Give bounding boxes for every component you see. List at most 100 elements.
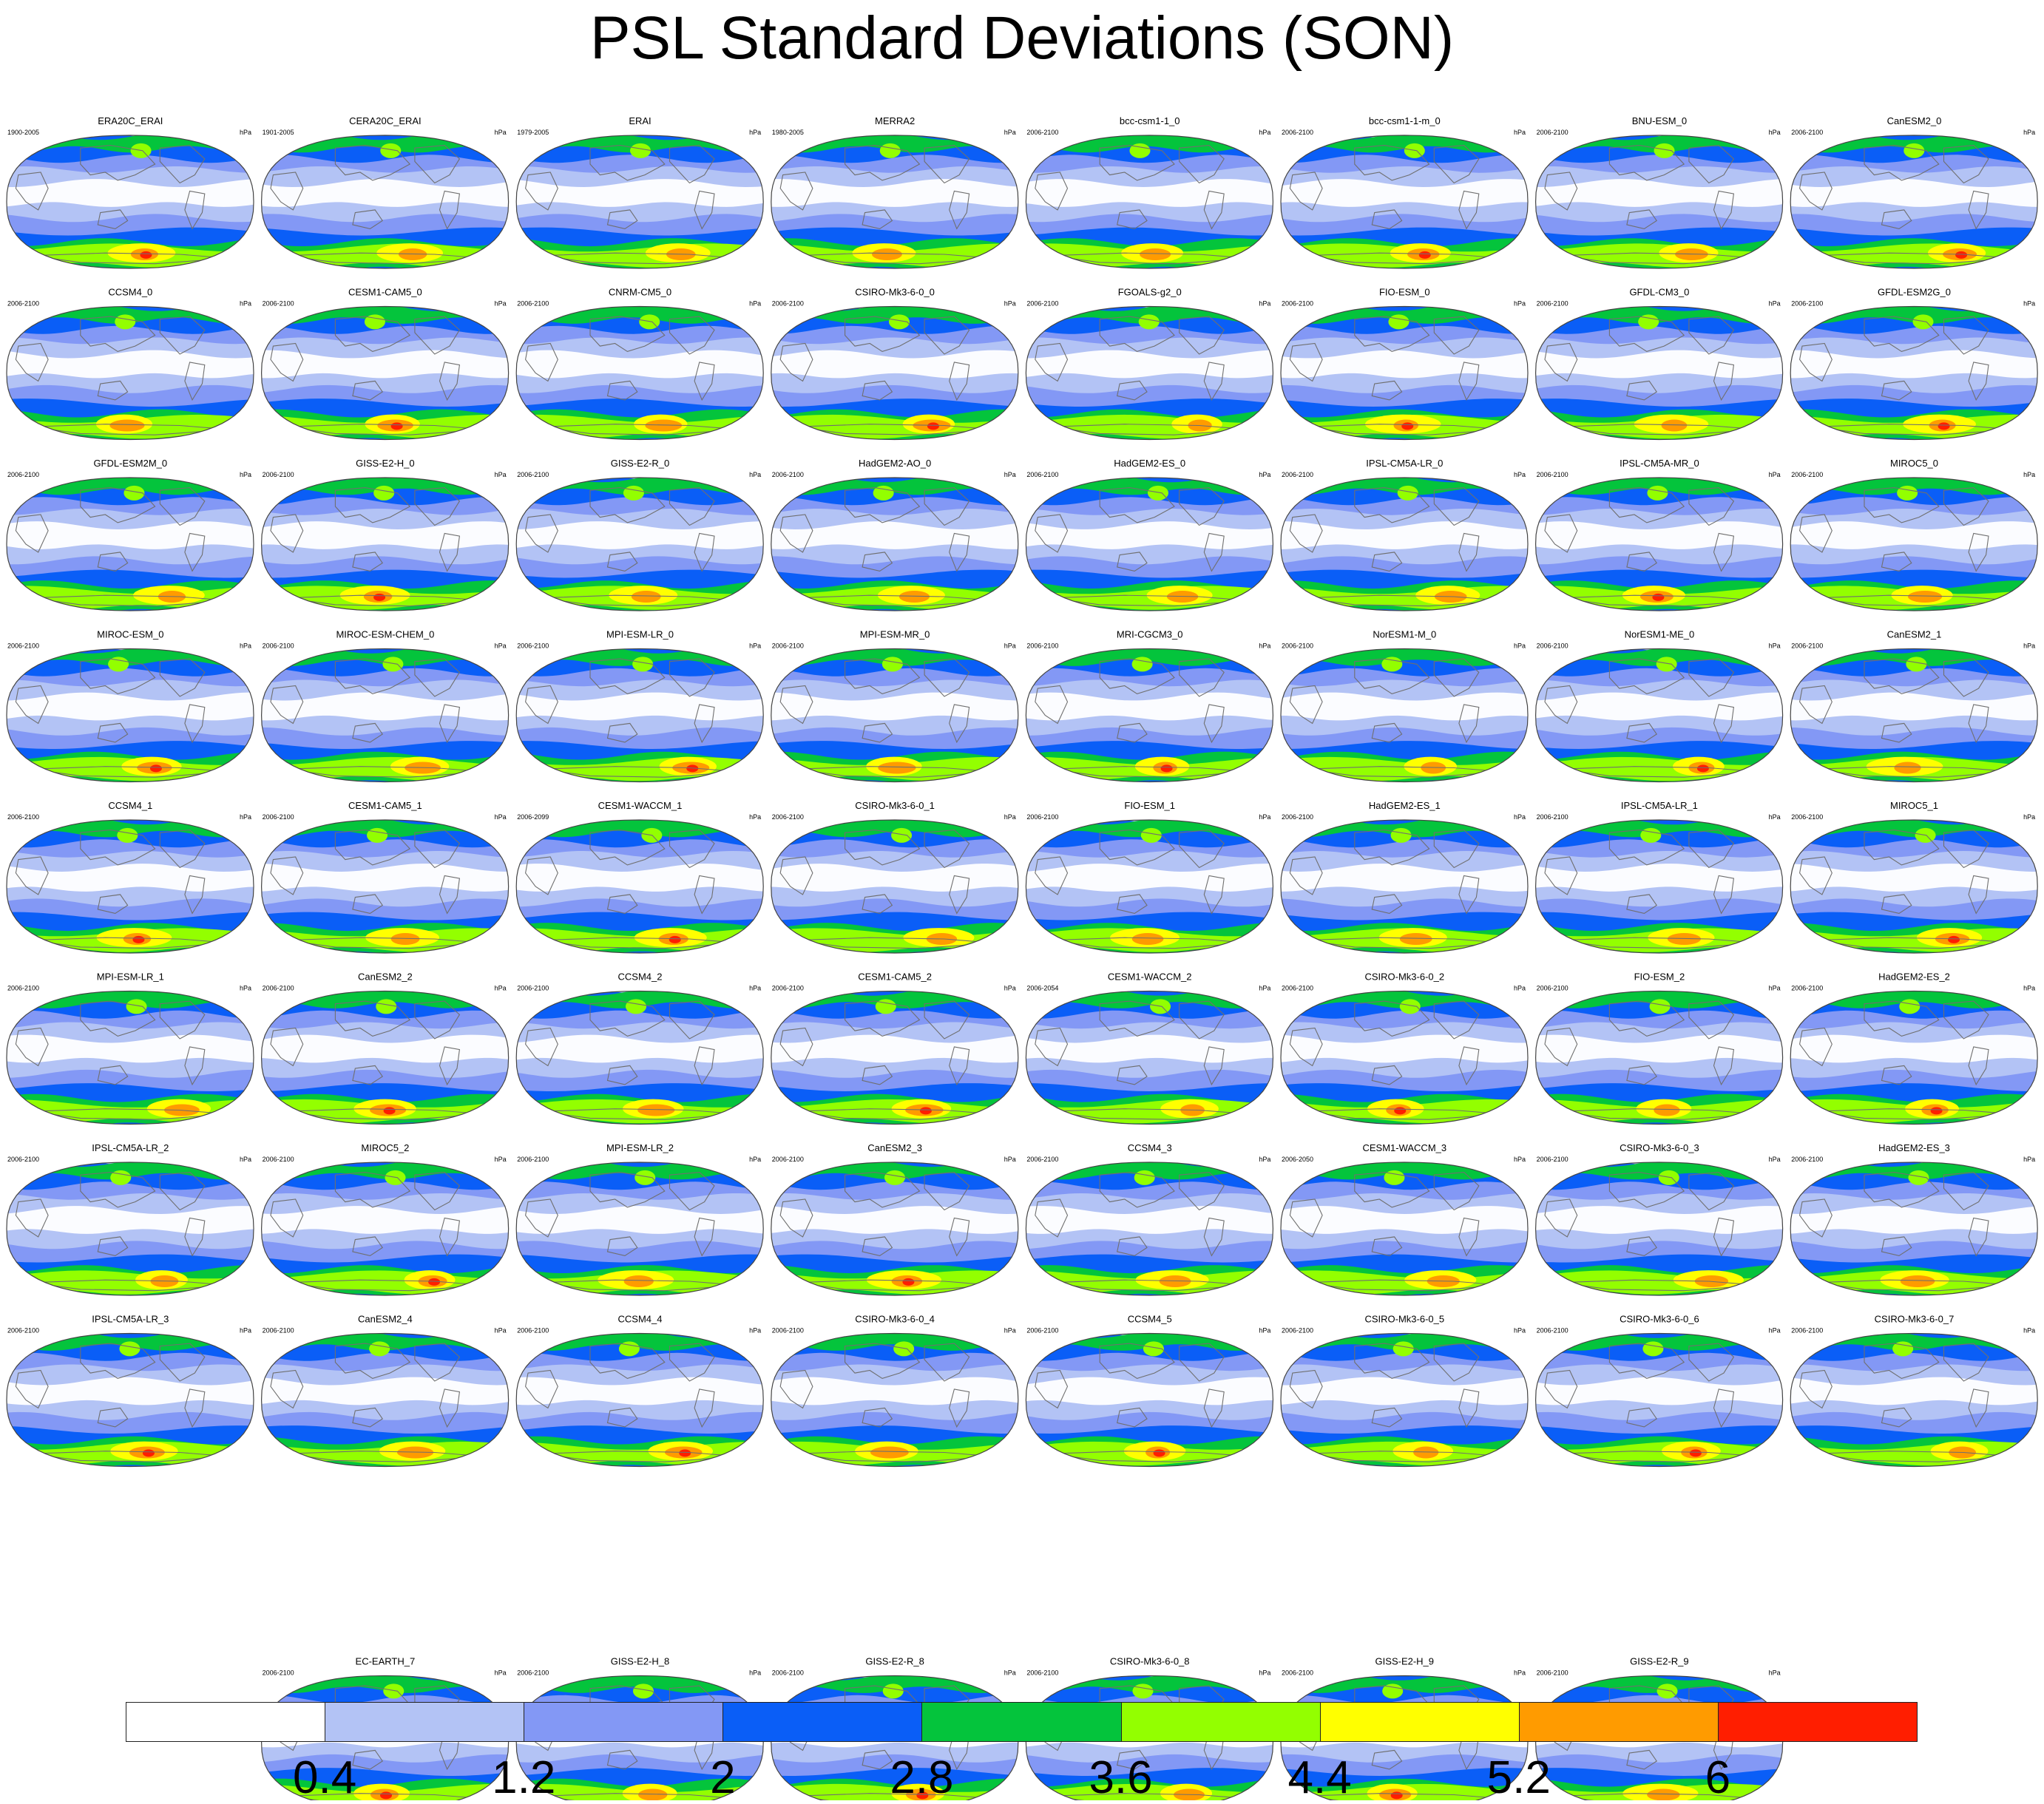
panel-years: 2006-2054 [1026, 985, 1058, 992]
panel-units: hPa [1259, 1156, 1270, 1163]
map-panel: FIO-ESM_1 2006-2100 hPa [1025, 800, 1274, 954]
panel-units: hPa [749, 1156, 761, 1163]
panel-title: HadGEM2-ES_2 [1878, 971, 1950, 983]
panel-units: hPa [1259, 129, 1270, 136]
map-panel: MERRA2 1980-2005 hPa [771, 115, 1019, 269]
map-field [771, 1162, 1018, 1295]
panel-units: hPa [1259, 1669, 1270, 1677]
panel-title: MIROC5_1 [1890, 800, 1938, 811]
panel-units: hPa [1259, 471, 1270, 478]
map-panel: HadGEM2-ES_2 2006-2100 hPa [1790, 971, 2038, 1125]
map-panel: bcc-csm1-1_0 2006-2100 hPa [1025, 115, 1274, 269]
panel-years: 2006-2100 [517, 1327, 549, 1335]
colorbar-box [722, 1702, 923, 1742]
map-panel: IPSL-CM5A-MR_0 2006-2100 hPa [1534, 458, 1784, 611]
map-field [1281, 820, 1528, 953]
map-field [516, 820, 764, 953]
panel-years: 2006-2100 [7, 1156, 39, 1163]
panel-years: 2006-2100 [1791, 300, 1823, 308]
panel-years: 2006-2100 [263, 1327, 294, 1335]
panel-years: 2006-2100 [1537, 1327, 1568, 1335]
map-panel: CCSM4_0 2006-2100 hPa [6, 287, 254, 441]
panel-title: IPSL-CM5A-LR_3 [92, 1314, 169, 1325]
panel-units: hPa [1514, 642, 1526, 650]
panel-title: CCSM4_3 [1128, 1142, 1172, 1153]
panel-units: hPa [749, 300, 761, 308]
panel-title: FIO-ESM_0 [1379, 287, 1430, 298]
colorbar-tick-label: 5.2 [1486, 1752, 1551, 1803]
panel-title: NorESM1-ME_0 [1625, 629, 1695, 640]
panel-units: hPa [1004, 1327, 1016, 1335]
panel-years: 2006-2100 [1537, 813, 1568, 821]
panel-title: CSIRO-Mk3-6-0_8 [1110, 1656, 1190, 1667]
panel-title: CanESM2_4 [358, 1314, 413, 1325]
map-panel: MPI-ESM-LR_0 2006-2100 hPa [515, 629, 764, 783]
panel-units: hPa [1769, 471, 1781, 478]
panel-units: hPa [2023, 1156, 2035, 1163]
panel-title: BNU-ESM_0 [1632, 115, 1687, 126]
map-field [1790, 1333, 2038, 1467]
panel-units: hPa [1769, 813, 1781, 821]
map-field [771, 820, 1018, 953]
panel-years: 2006-2050 [1282, 1156, 1313, 1163]
panel-title: MRI-CGCM3_0 [1117, 629, 1183, 640]
map-panel: CanESM2_2 2006-2100 hPa [260, 971, 510, 1125]
map-panel: CSIRO-Mk3-6-0_7 2006-2100 hPa [1790, 1314, 2038, 1468]
panel-title: CESM1-WACCM_2 [1108, 971, 1192, 983]
panel-years: 2006-2100 [1791, 1327, 1823, 1335]
panel-units: hPa [1514, 985, 1526, 992]
panel-title: MPI-ESM-LR_1 [97, 971, 164, 983]
map-panel: CCSM4_2 2006-2100 hPa [515, 971, 764, 1125]
panel-title: FIO-ESM_2 [1634, 971, 1685, 983]
map-panel: GFDL-ESM2G_0 2006-2100 hPa [1790, 287, 2038, 441]
panel-years: 2006-2100 [772, 1156, 804, 1163]
map-panel: ERA20C_ERAI 1900-2005 hPa [6, 115, 254, 269]
panel-units: hPa [240, 1327, 251, 1335]
map-field [1026, 135, 1273, 268]
panel-years: 2006-2100 [1026, 813, 1058, 821]
panel-years: 2006-2100 [772, 985, 804, 992]
panel-years: 1901-2005 [263, 129, 294, 136]
panel-units: hPa [1004, 300, 1016, 308]
panel-title: CSIRO-Mk3-6-0_0 [855, 287, 935, 298]
map-field [7, 991, 254, 1125]
map-field [1281, 478, 1528, 611]
map-panel: MPI-ESM-LR_1 2006-2100 hPa [6, 971, 254, 1125]
panel-units: hPa [240, 1156, 251, 1163]
panel-years: 2006-2100 [517, 1669, 549, 1677]
panel-years: 2006-2100 [1537, 1156, 1568, 1163]
panel-years: 2006-2100 [7, 300, 39, 308]
map-panel: MIROC5_2 2006-2100 hPa [260, 1142, 510, 1296]
panel-years: 2006-2100 [1537, 129, 1568, 136]
panel-title: FGOALS-g2_0 [1118, 287, 1182, 298]
panel-units: hPa [2023, 471, 2035, 478]
panel-title: CSIRO-Mk3-6-0_7 [1875, 1314, 1955, 1325]
panel-years: 2006-2100 [1537, 985, 1568, 992]
panel-years: 2006-2100 [263, 813, 294, 821]
panel-units: hPa [1004, 813, 1016, 821]
map-panel: HadGEM2-ES_1 2006-2100 hPa [1280, 800, 1529, 954]
panel-title: MPI-ESM-LR_2 [606, 1142, 674, 1153]
panel-title: CNRM-CM5_0 [609, 287, 671, 298]
map-panel: GFDL-ESM2M_0 2006-2100 hPa [6, 458, 254, 611]
panel-years: 2006-2100 [1537, 642, 1568, 650]
map-panel: BNU-ESM_0 2006-2100 hPa [1534, 115, 1784, 269]
panel-years: 2006-2100 [1791, 813, 1823, 821]
map-panel: IPSL-CM5A-LR_0 2006-2100 hPa [1280, 458, 1529, 611]
panel-units: hPa [1769, 642, 1781, 650]
map-field [1535, 1333, 1783, 1467]
panel-title: HadGEM2-ES_0 [1114, 458, 1185, 469]
map-panel: IPSL-CM5A-LR_3 2006-2100 hPa [6, 1314, 254, 1468]
panel-units: hPa [495, 300, 507, 308]
panel-title: ERAI [629, 115, 651, 126]
panel-years: 2006-2100 [1026, 1156, 1058, 1163]
panel-units: hPa [240, 471, 251, 478]
panel-units: hPa [1259, 985, 1270, 992]
colorbar-box [921, 1702, 1122, 1742]
map-field [771, 478, 1018, 611]
colorbar-box [524, 1702, 724, 1742]
panel-title: HadGEM2-ES_3 [1878, 1142, 1950, 1153]
map-panel: CSIRO-Mk3-6-0_6 2006-2100 hPa [1534, 1314, 1784, 1468]
map-field [516, 648, 764, 782]
map-field [7, 820, 254, 953]
